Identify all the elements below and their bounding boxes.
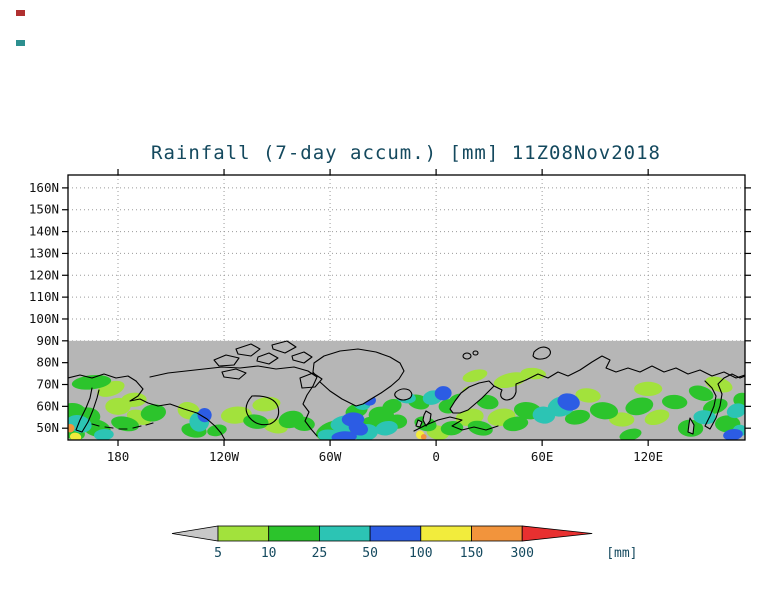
colorbar-unit-label: [mm] [606,546,637,561]
sakhalin-outline [687,417,695,435]
y-tick-label: 140N [29,224,59,239]
rain-patch [493,372,527,389]
hudson-bay-coast [245,395,280,426]
coastlines [68,340,745,440]
colorbar-segment [318,525,371,542]
rain-patch [434,386,452,401]
kamchatka-right-coast [704,373,745,430]
rain-patch [520,367,546,380]
rain-patch [69,432,82,440]
colorbar-level-label: 100 [409,546,432,561]
y-tick-label: 70N [36,377,59,392]
y-tick-label: 120N [29,267,59,282]
rain-patch [589,402,619,420]
x-tick-label: 60E [531,449,554,464]
y-tick-label: 130N [29,245,59,260]
x-tick-label: 60W [319,449,342,464]
rain-patch [661,394,688,410]
rain-patch [644,409,670,426]
y-tick-label: 160N [29,180,59,195]
aleutian-islands [91,422,154,430]
alaska-coast [129,380,226,440]
rain-patch [94,429,114,440]
iceland-outline [394,388,413,401]
colorbar-level-label: 150 [460,546,483,561]
screen-artifact-2 [16,40,25,46]
y-tick-label: 90N [36,333,59,348]
rain-patch [726,403,745,419]
rain-patch [619,428,642,440]
axes: 160N 150N 140N 130N 120N 110N 100N 90N 80N 70N 60N… [29,169,751,464]
colorbar-segment [420,525,472,542]
rain-patch [140,404,166,422]
rain-patch [503,416,529,432]
scandinavia-outline [449,380,495,414]
colorbar-under-arrow [171,525,219,542]
siberia-left-coast [68,373,137,382]
rain-patch [702,398,728,415]
kamchatka-left-coast [75,387,100,433]
novaya-zemlya-outline [532,346,551,360]
rain-patch [71,374,112,390]
rain-patch [564,409,591,425]
rain-patch [733,392,745,407]
north-america-arctic-coast [149,365,318,437]
rain-patch [440,421,464,436]
rain-patch [375,420,398,436]
british-isles-outline [415,410,432,428]
colorbar-level-label: 10 [261,546,277,561]
colorbar-level-label: 300 [510,546,533,561]
europe-coast [413,416,499,432]
white-sea-coast [493,379,527,401]
colorbar-segment [268,525,320,542]
arctic-islands-outline [213,340,323,389]
x-tick-label: 120E [633,449,663,464]
svalbard-outline [462,350,479,360]
x-tick-label: 120W [209,449,240,464]
rain-patch [462,369,488,383]
y-tick-label: 60N [36,398,59,413]
screen-artifact-1 [16,10,25,16]
x-tick-label: 180 [107,449,130,464]
y-tick-label: 100N [29,311,59,326]
rain-patch [575,388,601,403]
rain-patch [348,420,369,436]
y-tick-label: 50N [36,420,59,435]
colorbar-level-label: 50 [362,546,378,561]
y-tick-label: 150N [29,202,59,217]
colorbar-segment [217,525,270,542]
rain-patch [382,398,402,414]
rain-patch [688,385,714,401]
colorbar-segment [369,525,422,542]
x-tick-label: 0 [432,449,440,464]
chart-title: Rainfall (7-day accum.) [mm] 11Z08Nov201… [151,142,661,164]
rain-patch [420,434,427,440]
colorbar: 5 10 25 50 100 150 300 [mm] [171,525,638,561]
plot-frame [67,174,746,441]
rain-patch [557,393,580,411]
rain-patch [207,424,227,437]
y-tick-label: 80N [36,355,59,370]
rain-patch [625,397,654,416]
rain-patch [111,416,139,432]
rain-patch [634,381,663,396]
colorbar-segment [471,525,523,542]
rain-patch [723,428,743,440]
colorbar-level-label: 25 [312,546,328,561]
russia-arctic-coast [525,355,745,381]
rain-patch [197,407,212,423]
colorbar-over-arrow [521,525,593,542]
colorbar-level-label: 5 [214,546,222,561]
y-tick-label: 110N [29,289,59,304]
